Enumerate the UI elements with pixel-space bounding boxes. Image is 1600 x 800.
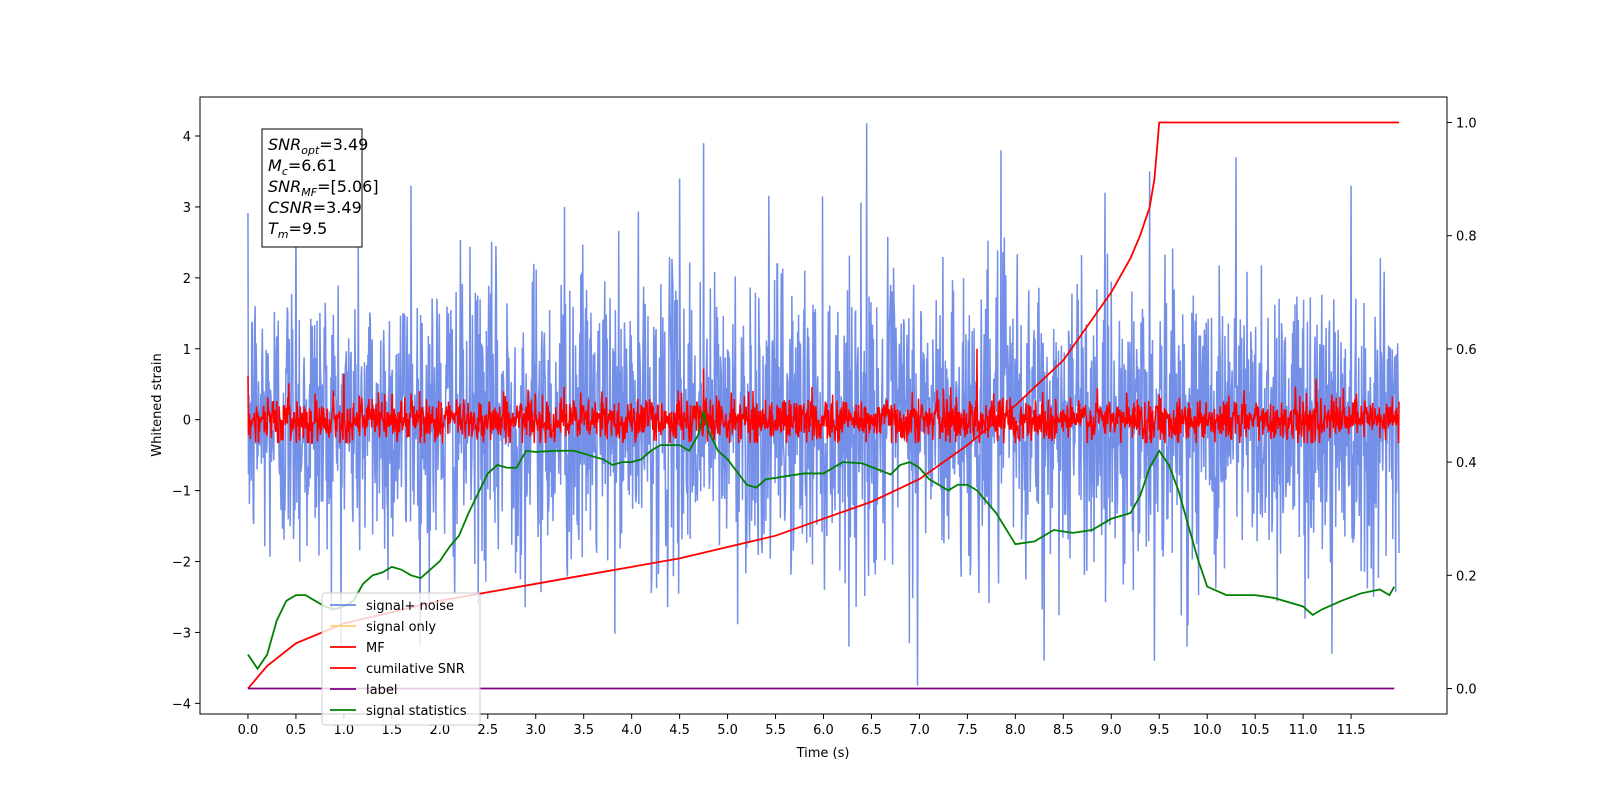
x-tick-label: 3.0 [525,723,546,738]
x-tick-label: 9.5 [1149,723,1170,738]
y-right-tick-label: 0.6 [1456,343,1477,358]
info-box-frame [261,128,363,248]
x-tick-label: 4.0 [621,723,642,738]
x-tick-label: 6.5 [861,723,882,738]
y-left-tick-label: 2 [183,272,191,287]
x-tick-label: 11.5 [1337,723,1366,738]
x-tick-label: 0.0 [238,723,259,738]
legend-label: MF [366,641,385,656]
x-tick-label: 11.0 [1289,723,1318,738]
info-box-line: Mc=6.61 [268,156,337,178]
x-axis: 0.0 0.5 1.0 1.5 2.0 2.5 3.0 3.5 4.0 4.5 5.0 5.5 6.0 6… [238,714,1366,738]
x-tick-label: 6.0 [813,723,834,738]
x-tick-label: 2.5 [477,723,498,738]
legend-label: signal only [366,620,436,635]
x-tick-label: 10.0 [1193,723,1222,738]
y-right-tick-label: 1.0 [1456,116,1477,131]
x-axis-title: Time (s) [796,746,850,761]
y-right-tick-label: 0.2 [1456,569,1477,584]
x-tick-label: 9.0 [1101,723,1122,738]
y-axis-left-title: Whitened strain [150,353,165,456]
y-axis-left: −4 −3 −2 −1 0 1 2 3 4 [172,130,200,712]
x-tick-label: 2.0 [429,723,450,738]
series-mf [247,348,1400,444]
y-left-tick-label: −1 [172,485,191,500]
y-left-tick-label: 3 [183,201,191,216]
x-tick-label: 8.5 [1053,723,1074,738]
x-tick-label: 1.5 [382,723,403,738]
info-box-line: Tm=9.5 [268,219,327,241]
legend: signal+ noise signal only MF cumilative SNR… [321,592,481,726]
y-right-tick-label: 0.8 [1456,230,1477,245]
x-tick-label: 1.0 [334,723,355,738]
x-tick-label: 7.0 [909,723,930,738]
y-axis-right: 0.0 0.2 0.4 0.6 0.8 1.0 [1447,116,1477,698]
info-box-line: CSNR=3.49 [268,198,362,217]
y-left-tick-label: −2 [172,556,191,571]
info-box-line: SNRopt=3.49 [268,135,368,157]
y-right-tick-label: 0.0 [1456,683,1477,698]
x-tick-label: 5.5 [765,723,786,738]
x-tick-label: 7.5 [957,723,978,738]
y-left-tick-label: 0 [183,414,191,429]
x-tick-label: 3.5 [573,723,594,738]
legend-label: signal statistics [366,704,467,719]
series-signal-statistics [247,410,1396,671]
legend-label: cumilative SNR [366,662,465,677]
series-signal-noise [247,123,1400,686]
y-left-tick-label: 1 [183,343,191,358]
x-tick-label: 8.0 [1005,723,1026,738]
legend-label: signal+ noise [366,599,454,614]
legend-label: label [366,683,397,698]
x-tick-label: 5.0 [717,723,738,738]
y-left-tick-label: −3 [172,626,191,641]
info-box-line: SNRMF=[5.06] [268,177,379,199]
x-tick-label: 10.5 [1241,723,1270,738]
y-left-tick-label: 4 [183,130,191,145]
legend-frame [321,592,481,726]
x-tick-label: 4.5 [669,723,690,738]
y-right-tick-label: 0.4 [1456,456,1477,471]
y-left-tick-label: −4 [172,697,191,712]
x-tick-label: 0.5 [286,723,307,738]
